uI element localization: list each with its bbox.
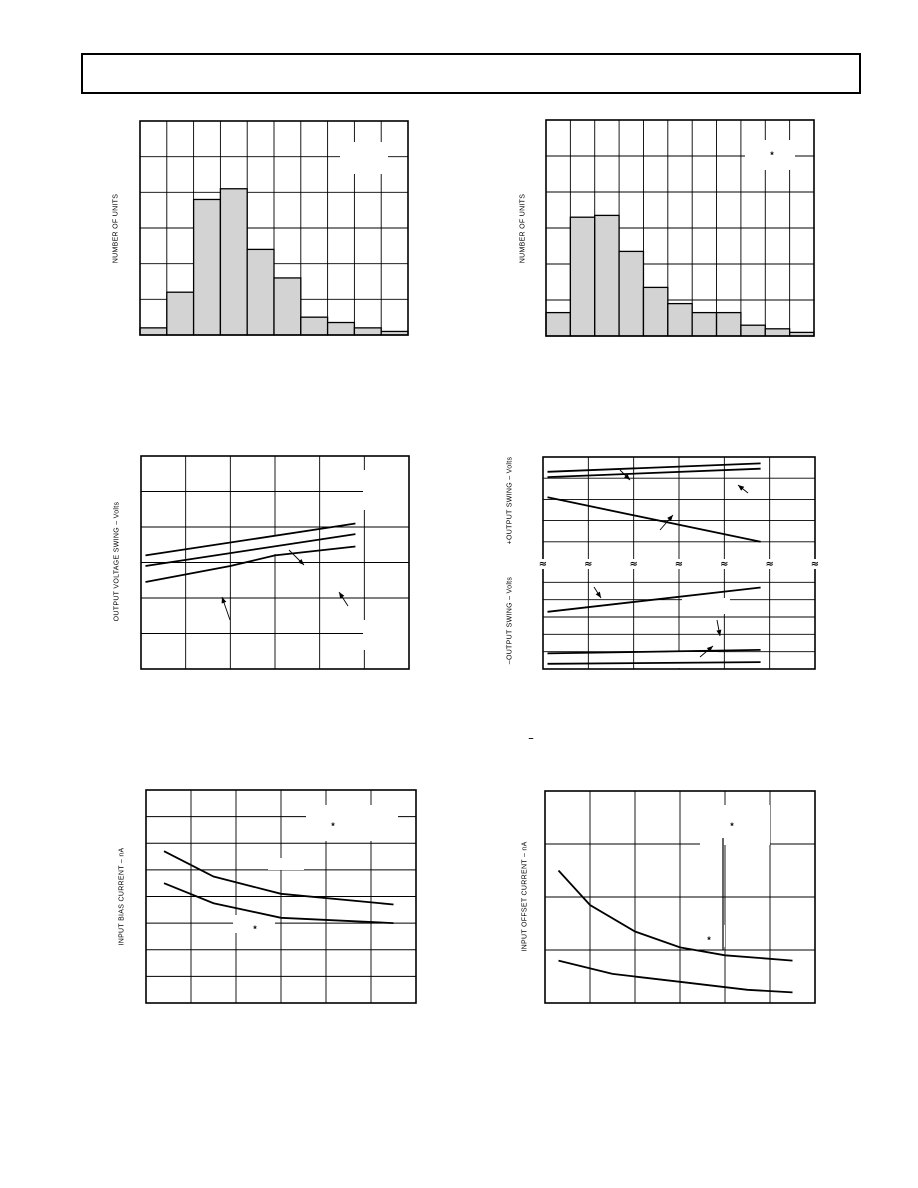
input-offset-current-note-box bbox=[700, 925, 725, 947]
output-voltage-swing-arrow-head bbox=[297, 558, 304, 565]
output-swing-minus-mark: – bbox=[528, 733, 533, 743]
histogram-1-bar bbox=[326, 321, 356, 336]
histogram-2-bar bbox=[594, 214, 620, 337]
histogram-1-bar bbox=[192, 198, 222, 336]
output-voltage-swing-series-line bbox=[145, 545, 356, 583]
output-swing-break-mark: ≈ bbox=[629, 559, 637, 570]
output-swing-bottom-note-box bbox=[668, 652, 718, 668]
histogram-1-bar bbox=[139, 327, 168, 336]
output-swing-arrow-head bbox=[623, 473, 630, 480]
input-bias-current-note-box-2 bbox=[268, 858, 304, 870]
output-swing-arrow-head bbox=[667, 515, 673, 522]
output-swing-break-mark: ≈ bbox=[720, 559, 728, 570]
histogram-1-frame bbox=[139, 120, 409, 336]
histogram-1-bar bbox=[273, 277, 302, 336]
histogram-2-bar bbox=[740, 324, 766, 337]
histogram-2-legend-box bbox=[745, 140, 795, 170]
histogram-2-bar bbox=[618, 250, 645, 337]
output-swing-bottom-series-line bbox=[547, 586, 761, 613]
output-voltage-swing-series-line bbox=[145, 522, 356, 557]
output-swing-break-mark: ≈ bbox=[539, 559, 547, 570]
output-swing-bottom-series-line bbox=[547, 661, 761, 665]
input-offset-current-marker: * bbox=[730, 821, 734, 831]
histogram-2-bar bbox=[667, 302, 693, 337]
input-bias-current-series-line bbox=[163, 882, 394, 924]
output-swing-break-mark: ≈ bbox=[765, 559, 773, 570]
output-swing-break-gap bbox=[540, 559, 818, 569]
output-swing-top-series-line bbox=[547, 496, 761, 543]
output-swing-break-mark: ≈ bbox=[584, 559, 592, 570]
output-swing-arrow-head bbox=[706, 646, 713, 652]
histogram-1-bar bbox=[166, 291, 195, 336]
histogram-2-bar bbox=[691, 311, 718, 337]
output-swing-top-series-line bbox=[547, 467, 761, 478]
output-swing-break-mark: ≈ bbox=[811, 559, 819, 570]
histogram-2-bar bbox=[569, 216, 596, 337]
output-voltage-swing-legend-box bbox=[363, 470, 409, 510]
output-swing-arrow-head bbox=[595, 591, 601, 598]
output-swing-arrow-head bbox=[738, 485, 745, 491]
output-voltage-swing-arrow-head bbox=[221, 597, 227, 604]
histogram-1-bar bbox=[219, 188, 248, 336]
input-bias-current-marker: * bbox=[253, 924, 257, 934]
input-bias-current-series-line bbox=[163, 850, 394, 906]
histogram-1-bar bbox=[353, 327, 382, 336]
histogram-1-bar bbox=[300, 316, 329, 336]
histogram-2-frame bbox=[545, 119, 815, 337]
output-voltage-swing-frame bbox=[140, 455, 410, 670]
histogram-2-bar bbox=[545, 311, 572, 337]
histogram-1-bar bbox=[246, 248, 275, 336]
histogram-2-bar bbox=[715, 311, 742, 337]
input-offset-current-series-line bbox=[558, 959, 793, 994]
output-swing-top-series-line bbox=[547, 462, 761, 473]
output-voltage-swing-note-box-2 bbox=[363, 620, 409, 650]
input-offset-current-frame bbox=[544, 790, 816, 1004]
input-bias-current-legend-box bbox=[306, 805, 398, 841]
input-bias-current-frame bbox=[145, 789, 417, 1004]
input-bias-current-note-box bbox=[233, 915, 275, 933]
input-bias-current-marker: * bbox=[331, 821, 335, 831]
header-box bbox=[81, 53, 861, 94]
input-offset-current-series-line bbox=[557, 869, 793, 962]
histogram-2-bar bbox=[764, 328, 791, 337]
output-swing-bottom-legend-box bbox=[682, 598, 730, 614]
output-voltage-swing-series-line bbox=[145, 533, 356, 567]
output-swing-arrow-head bbox=[716, 629, 722, 636]
output-swing-break-mark: ≈ bbox=[675, 559, 683, 570]
histogram-2-marker: * bbox=[770, 150, 774, 160]
output-voltage-swing-arrow-head bbox=[339, 592, 345, 599]
output-swing-bottom-series-line bbox=[547, 649, 761, 655]
histogram-2-bar bbox=[642, 286, 669, 337]
input-offset-current-legend-box bbox=[700, 805, 770, 845]
input-offset-current-marker: * bbox=[707, 935, 711, 945]
histogram-1-legend-box bbox=[340, 142, 388, 174]
